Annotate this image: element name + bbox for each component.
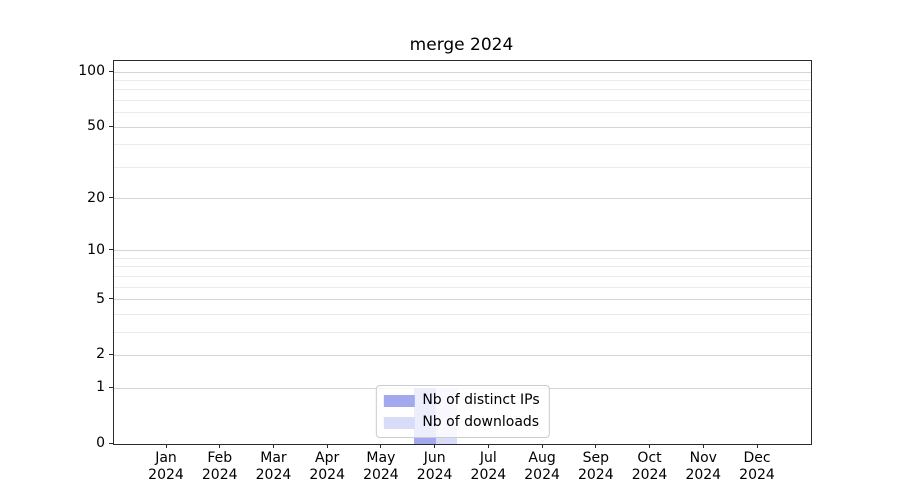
x-tick-label: Jul 2024 <box>456 450 520 484</box>
legend-swatch-distinct-ips <box>383 394 415 407</box>
minor-gridline <box>114 80 811 82</box>
y-tick-label: 2 <box>96 346 105 363</box>
x-tick-year: 2024 <box>363 467 399 483</box>
minor-gridline <box>114 166 811 168</box>
x-tick-label: Jun 2024 <box>403 450 467 484</box>
chart-title: merge 2024 <box>409 35 514 55</box>
legend-label-distinct-ips: Nb of distinct IPs <box>422 392 540 408</box>
y-tick-mark <box>109 197 113 199</box>
legend: Nb of distinct IPs Nb of downloads <box>375 385 550 438</box>
x-tick-label: Feb 2024 <box>188 450 252 484</box>
x-tick-year: 2024 <box>201 467 238 483</box>
plot-area: Nb of distinct IPs Nb of downloads <box>113 60 812 445</box>
y-tick-mark <box>109 298 113 300</box>
y-tick-label: 1 <box>96 379 105 396</box>
x-tick-mark <box>272 444 274 448</box>
y-tick-mark <box>109 386 113 388</box>
x-tick-year: 2024 <box>631 467 668 483</box>
legend-swatch-downloads <box>383 416 415 429</box>
y-tick-mark <box>109 125 113 127</box>
major-gridline <box>114 71 811 73</box>
x-tick-year: 2024 <box>685 467 722 483</box>
minor-gridline <box>114 112 811 114</box>
x-tick-mark <box>487 444 489 448</box>
legend-label-downloads: Nb of downloads <box>422 414 540 430</box>
major-gridline <box>114 198 811 200</box>
minor-gridline <box>114 275 811 277</box>
major-gridline <box>114 299 811 301</box>
x-tick-label: Jan 2024 <box>134 450 198 484</box>
x-tick-label: Apr 2024 <box>295 450 359 484</box>
y-tick-mark <box>109 70 113 72</box>
y-tick-label: 50 <box>87 118 105 135</box>
x-tick-year: 2024 <box>255 467 292 483</box>
x-tick-year: 2024 <box>416 467 453 483</box>
y-tick-mark <box>109 249 113 251</box>
major-gridline <box>114 126 811 128</box>
minor-gridline <box>114 313 811 315</box>
x-tick-mark <box>595 444 597 448</box>
minor-gridline <box>114 89 811 91</box>
major-gridline <box>114 250 811 252</box>
x-tick-mark <box>219 444 221 448</box>
x-tick-mark <box>649 444 651 448</box>
y-tick-label: 20 <box>87 189 105 206</box>
y-tick-label: 0 <box>96 435 105 451</box>
x-tick-mark <box>326 444 328 448</box>
y-tick-label: 100 <box>78 63 105 80</box>
y-tick-mark <box>109 353 113 355</box>
x-tick-year: 2024 <box>309 467 345 483</box>
minor-gridline <box>114 144 811 146</box>
x-tick-year: 2024 <box>577 467 614 483</box>
x-tick-mark <box>541 444 543 448</box>
x-tick-label: Nov 2024 <box>671 450 735 484</box>
x-tick-mark <box>756 444 758 448</box>
x-tick-mark <box>434 444 436 448</box>
x-tick-label: Aug 2024 <box>510 450 574 484</box>
legend-item-distinct-ips: Nb of distinct IPs <box>383 391 540 410</box>
x-tick-year: 2024 <box>739 467 775 483</box>
x-tick-mark <box>702 444 704 448</box>
x-tick-mark <box>380 444 382 448</box>
x-tick-year: 2024 <box>524 467 560 483</box>
x-tick-mark <box>165 444 167 448</box>
y-tick-label: 5 <box>96 290 105 307</box>
x-tick-label: May 2024 <box>349 450 413 484</box>
minor-gridline <box>114 100 811 102</box>
x-tick-label: Dec 2024 <box>725 450 789 484</box>
x-tick-year: 2024 <box>470 467 507 483</box>
x-tick-label: Sep 2024 <box>564 450 628 484</box>
y-tick-mark <box>109 442 113 444</box>
legend-item-downloads: Nb of downloads <box>383 413 539 432</box>
minor-gridline <box>114 331 811 333</box>
minor-gridline <box>114 286 811 288</box>
y-tick-label: 10 <box>87 241 105 258</box>
minor-gridline <box>114 266 811 268</box>
x-tick-label: Mar 2024 <box>241 450 305 484</box>
minor-gridline <box>114 257 811 259</box>
x-tick-label: Oct 2024 <box>618 450 682 484</box>
major-gridline <box>114 354 811 356</box>
x-tick-year: 2024 <box>148 467 184 483</box>
